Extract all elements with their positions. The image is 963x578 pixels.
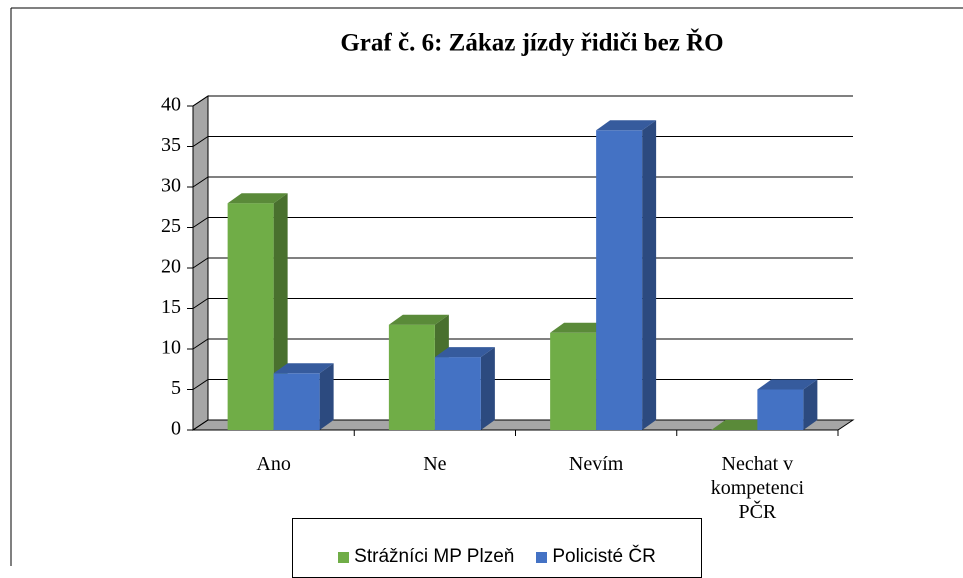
- y-tick-label: 0: [171, 418, 181, 440]
- bar-top: [711, 420, 772, 430]
- bar-top: [273, 363, 334, 374]
- bar: [388, 324, 435, 430]
- bar-top: [434, 347, 495, 358]
- chart-title: Graf č. 6: Zákaz jízdy řidiči bez ŘO: [340, 29, 723, 57]
- bar-top: [757, 379, 818, 390]
- y-tick-label: 5: [171, 377, 181, 399]
- grid-line: [192, 95, 853, 107]
- legend-label: Strážníci MP Plzeň: [354, 546, 515, 567]
- bar-side: [480, 347, 495, 430]
- y-tick-label: 30: [161, 175, 181, 197]
- grid-line: [192, 176, 853, 188]
- y-tick-label: 35: [161, 134, 181, 156]
- x-tick-label: Nevím: [568, 453, 624, 475]
- x-tick-label: Ne: [423, 453, 447, 475]
- grid-line: [192, 217, 853, 228]
- bar-side: [319, 363, 334, 430]
- y-tick-label: 25: [161, 215, 181, 237]
- y-tick-label: 15: [161, 296, 181, 318]
- bar-top: [388, 314, 449, 325]
- grid-line: [192, 298, 853, 309]
- legend-swatch: [338, 551, 350, 563]
- bar: [596, 130, 643, 431]
- bar: [434, 357, 481, 430]
- x-tick-label: Nechat v kompetenci PČR: [710, 453, 805, 523]
- legend-swatch: [536, 551, 548, 563]
- grid-line: [192, 257, 853, 269]
- grid-line: [192, 136, 853, 147]
- legend-item: Strážníci MP Plzeň: [338, 537, 514, 577]
- bar-top: [227, 193, 288, 204]
- bar-top: [550, 322, 611, 333]
- bar: [550, 332, 597, 430]
- x-tick-label: Ano: [256, 453, 291, 475]
- y-tick-label: 10: [161, 337, 181, 359]
- legend-label: Policisté ČR: [552, 546, 656, 567]
- legend-item: Policisté ČR: [536, 537, 656, 577]
- y-tick-label: 40: [161, 94, 181, 116]
- chart: Graf č. 6: Zákaz jízdy řidiči bez ŘO 0 5 1…: [10, 7, 963, 566]
- bar: [757, 389, 804, 430]
- bar: [227, 203, 274, 430]
- y-tick-label: 20: [161, 256, 181, 278]
- bar-top: [596, 120, 657, 131]
- bar-side: [803, 379, 818, 430]
- bar-side: [642, 120, 657, 431]
- page: Graf č. 6: Zákaz jízdy řidiči bez ŘO 0 5 1…: [10, 7, 963, 578]
- grid-line: [192, 338, 853, 350]
- bar: [273, 373, 320, 430]
- legend: Strážníci MP Plzeň Policisté ČR: [292, 518, 702, 578]
